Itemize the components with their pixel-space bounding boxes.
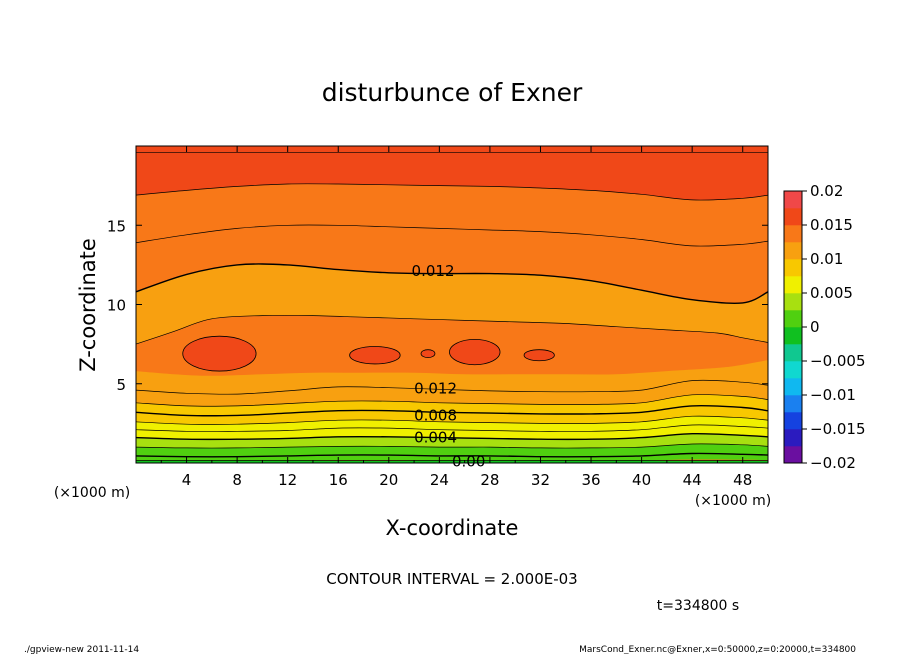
colorbar-swatch-11: [784, 259, 802, 277]
contour-line-2: [135, 224, 769, 247]
colorbar-swatch-15: [784, 191, 802, 209]
x-tick-label-8: 36: [581, 471, 600, 489]
colorbar-swatch-0: [784, 446, 802, 464]
x-tick-label-0: 4: [182, 471, 192, 489]
contour-band-6: [136, 394, 768, 416]
contour-label-2: 0.008: [414, 406, 457, 424]
contour-band-7: [136, 405, 768, 425]
colorbar-tick-label-1: 0.015: [810, 216, 853, 234]
colorbar-tick-label-3: 0.005: [810, 284, 853, 302]
colorbar-swatch-6: [784, 344, 802, 362]
colorbar-swatch-10: [784, 276, 802, 294]
max-region-1: [349, 346, 401, 365]
x-tick-label-10: 44: [683, 471, 702, 489]
contour-band-5: [136, 380, 768, 407]
chart-title: disturbunce of Exner: [322, 78, 583, 107]
contour-line-5: [135, 379, 769, 395]
colorbar-swatch-14: [784, 208, 802, 226]
x-unit-left: (×1000 m): [54, 485, 130, 501]
colorbar: [783, 190, 803, 464]
contour-line-11: [135, 443, 769, 449]
contour-interval-note: CONTOUR INTERVAL = 2.000E-03: [326, 570, 577, 588]
contour-band-10: [136, 433, 768, 449]
colorbar-tick-label-0: 0.02: [810, 182, 843, 200]
colorbar-swatch-1: [784, 429, 802, 447]
contour-label-3: 0.004: [414, 429, 457, 447]
colorbar-swatch-12: [784, 242, 802, 260]
colorbar-swatch-3: [784, 395, 802, 413]
x-tick-label-11: 48: [733, 471, 752, 489]
contour-field: [136, 146, 768, 464]
colorbar-swatch-4: [784, 378, 802, 396]
x-tick-label-9: 40: [632, 471, 651, 489]
y-tick-label-0: 5: [116, 376, 126, 394]
footer-right: MarsCond_Exner.nc@Exner,x=0:50000,z=0:20…: [579, 645, 856, 654]
contour-line-4: [135, 314, 769, 345]
y-tick-label-2: 15: [107, 217, 126, 235]
colorbar-tick-labels: 0.02 0.015 0.01 0.005 0 −0.005 −0.01 −0.015 −0.0…: [802, 182, 866, 472]
contour-line-12: [135, 452, 769, 458]
x-tick-label-4: 20: [379, 471, 398, 489]
colorbar-tick-label-7: −0.015: [810, 420, 866, 438]
contour-line-1: [135, 183, 769, 201]
colorbar-swatch-9: [784, 293, 802, 311]
colorbar-tick-label-5: −0.005: [810, 352, 866, 370]
contour-band-12: [136, 453, 768, 462]
x-tick-label-2: 12: [278, 471, 297, 489]
colorbar-tick-label-6: −0.01: [810, 386, 856, 404]
colorbar-swatch-2: [784, 412, 802, 430]
colorbar-swatch-7: [784, 327, 802, 345]
contour-label-0: 0.012: [412, 262, 455, 280]
contour-line-10: [135, 432, 769, 441]
max-region-0: [182, 335, 257, 372]
colorbar-swatch-5: [784, 361, 802, 379]
contour-band-9: [136, 424, 768, 440]
max-region-2: [420, 349, 436, 358]
max-region-3: [449, 338, 501, 366]
colorbar-swatch-8: [784, 310, 802, 328]
y-tick-label-1: 10: [107, 297, 126, 315]
contour-line-8: [135, 415, 769, 425]
x-tick-label-1: 8: [232, 471, 242, 489]
contour-band-4: [136, 315, 768, 376]
contour-labels: 0.012 0.012 0.008 0.004 0.00: [412, 262, 486, 470]
x-tick-label-5: 24: [430, 471, 449, 489]
x-unit-right: (×1000 m): [695, 493, 771, 509]
x-tick-label-7: 32: [531, 471, 550, 489]
x-axis-label: X-coordinate: [386, 516, 519, 540]
contour-line-7: [135, 405, 769, 417]
colorbar-swatch-13: [784, 225, 802, 243]
contour-band-13: [136, 460, 768, 463]
colorbar-tick-label-8: −0.02: [810, 454, 856, 472]
contour-line-3: [135, 263, 769, 304]
contour-line-6: [135, 394, 769, 407]
y-axis-label: Z-coordinate: [76, 238, 100, 372]
colorbar-tick-label-4: 0: [810, 318, 820, 336]
contour-lines: [135, 151, 769, 461]
contour-label-1: 0.012: [414, 380, 457, 398]
x-tick-label-3: 16: [329, 471, 348, 489]
y-axis-ticks: 5 10 15: [107, 217, 768, 394]
x-axis-ticks: 4 8 12 16 20 24 28 32 36 40 44 48: [160, 146, 752, 489]
colorbar-tick-label-2: 0.01: [810, 250, 843, 268]
max-region-4: [523, 349, 555, 362]
contour-band-8: [136, 416, 768, 432]
contour-label-4: 0.00: [452, 452, 485, 470]
contour-line-9: [135, 424, 769, 432]
x-tick-label-6: 28: [480, 471, 499, 489]
time-stamp: t=334800 s: [657, 598, 739, 614]
footer-left: ./gpview-new 2011-11-14: [24, 645, 139, 654]
